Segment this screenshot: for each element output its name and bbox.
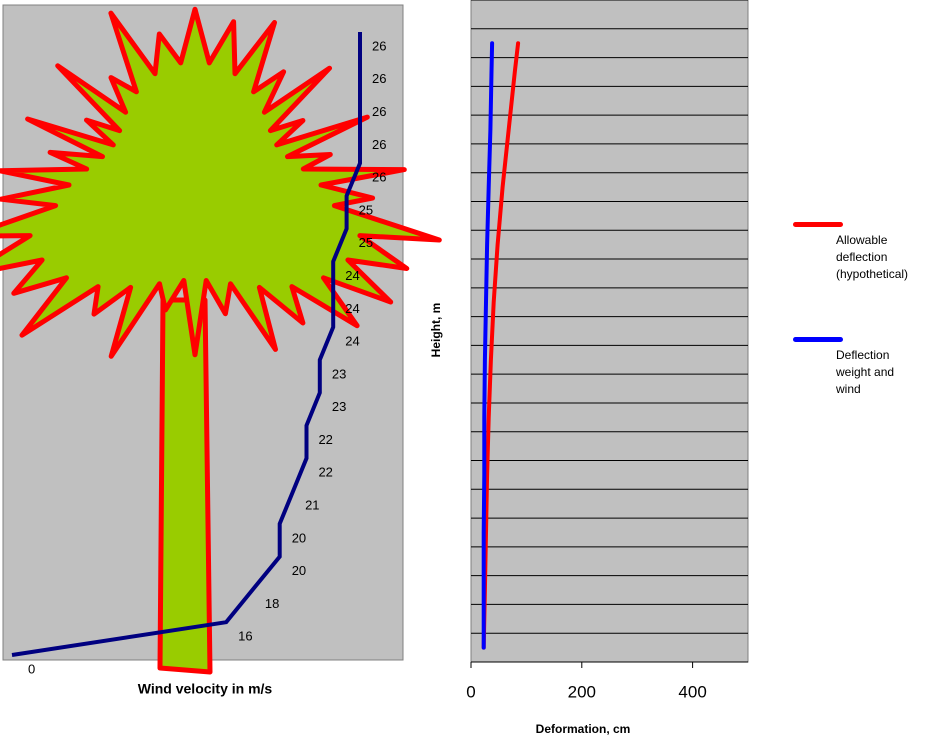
deformation-chart: 0 200 400 <box>466 0 748 701</box>
data-label: 26 <box>372 137 386 152</box>
y-axis-label: Height, m <box>429 303 443 358</box>
data-label: 26 <box>372 38 386 53</box>
series-line <box>481 41 495 650</box>
wind-line <box>11 32 362 657</box>
x-tick-label: 0 <box>466 682 475 701</box>
data-label: 26 <box>372 104 386 119</box>
x-axis-label: Wind velocity in m/s <box>138 681 273 697</box>
data-label: 22 <box>318 465 332 480</box>
data-label: 23 <box>332 366 346 381</box>
data-label: 25 <box>359 235 373 250</box>
data-label: 24 <box>345 334 359 349</box>
data-label: 24 <box>345 268 359 283</box>
legend-swatch <box>793 222 843 227</box>
data-label: 24 <box>345 301 359 316</box>
palm-crown <box>0 6 442 359</box>
legend-label: Allowable deflection (hypothetical) <box>836 233 909 281</box>
legend-swatch <box>793 337 843 342</box>
data-label: 0 <box>28 661 35 676</box>
data-label: 16 <box>238 629 252 644</box>
series-line <box>481 41 521 650</box>
x-axis-label: Deformation, cm <box>536 722 631 736</box>
palm-trunk <box>157 297 213 675</box>
data-label: 26 <box>372 170 386 185</box>
data-label: 20 <box>292 530 306 545</box>
data-label: 25 <box>359 202 373 217</box>
data-label: 26 <box>372 71 386 86</box>
palm-illustration <box>0 6 442 675</box>
x-tick-label: 400 <box>678 682 706 701</box>
data-label: 23 <box>332 399 346 414</box>
data-label: 21 <box>305 497 319 512</box>
right-plot-area <box>470 0 749 663</box>
data-label: 22 <box>318 432 332 447</box>
x-tick-label: 200 <box>568 682 596 701</box>
legend-label: Deflection weight and wind <box>836 348 895 396</box>
data-label: 18 <box>265 596 279 611</box>
data-label: 20 <box>292 563 306 578</box>
wind-chart: 0 16 18 20 20 21 22 22 23 23 24 24 24 25 25 26 26 26 26 26 <box>11 32 386 676</box>
